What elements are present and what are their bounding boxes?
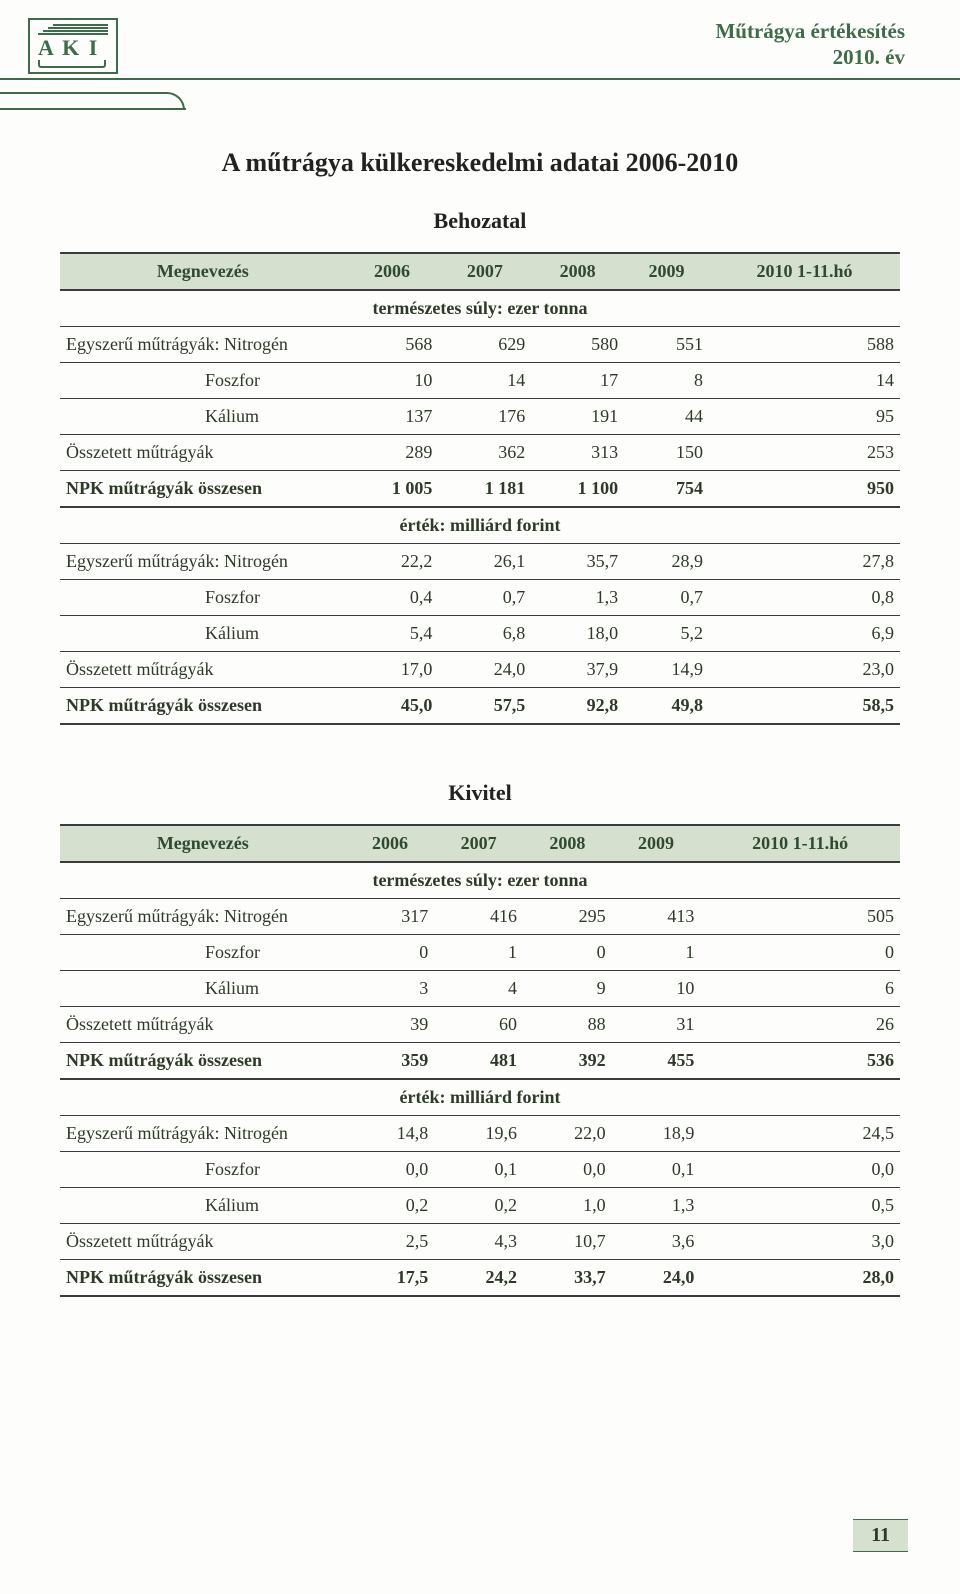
table-row-total: NPK műtrágyák összesen 1 005 1 181 1 100… xyxy=(60,471,900,508)
page-number-container: 11 xyxy=(853,1519,908,1552)
table-row: Kálium 137 176 191 44 95 xyxy=(60,399,900,435)
import-table: Megnevezés 2006 2007 2008 2009 2010 1-11… xyxy=(60,252,900,725)
header-rule xyxy=(0,78,960,80)
export-title: Kivitel xyxy=(60,780,900,806)
table-row: Egyszerű műtrágyák: Nitrogén 22,2 26,1 3… xyxy=(60,544,900,580)
col-2006: 2006 xyxy=(346,825,435,862)
col-2006: 2006 xyxy=(346,253,439,290)
table-header-row: Megnevezés 2006 2007 2008 2009 2010 1-11… xyxy=(60,825,900,862)
col-name: Megnevezés xyxy=(60,825,346,862)
header-rule-corner xyxy=(0,92,185,110)
header-title-line1: Műtrágya értékesítés xyxy=(715,18,905,44)
logo-text: A K I xyxy=(38,37,108,59)
col-2010: 2010 1-11.hó xyxy=(700,825,900,862)
import-title: Behozatal xyxy=(60,208,900,234)
main-title: A műtrágya külkereskedelmi adatai 2006-2… xyxy=(60,148,900,178)
table-row: Foszfor 10 14 17 8 14 xyxy=(60,363,900,399)
table-row: Foszfor 0,0 0,1 0,0 0,1 0,0 xyxy=(60,1152,900,1188)
col-2010: 2010 1-11.hó xyxy=(709,253,900,290)
table-row: Összetett műtrágyák 39 60 88 31 26 xyxy=(60,1007,900,1043)
logo-book-icon xyxy=(38,60,106,68)
table-row: Foszfor 0,4 0,7 1,3 0,7 0,8 xyxy=(60,580,900,616)
col-name: Megnevezés xyxy=(60,253,346,290)
table-row: Egyszerű műtrágyák: Nitrogén 317 416 295… xyxy=(60,899,900,935)
col-2008: 2008 xyxy=(523,825,612,862)
table-header-row: Megnevezés 2006 2007 2008 2009 2010 1-11… xyxy=(60,253,900,290)
content-area: A műtrágya külkereskedelmi adatai 2006-2… xyxy=(0,120,960,1297)
subheader-value: érték: milliárd forint xyxy=(60,1079,900,1116)
subheader-weight: természetes súly: ezer tonna xyxy=(60,290,900,327)
logo-decor-lines xyxy=(38,24,108,35)
table-row: Kálium 0,2 0,2 1,0 1,3 0,5 xyxy=(60,1188,900,1224)
table-row-total: NPK műtrágyák összesen 17,5 24,2 33,7 24… xyxy=(60,1260,900,1297)
page-number: 11 xyxy=(853,1519,908,1552)
document-page: A K I Műtrágya értékesítés 2010. év A mű… xyxy=(0,0,960,1594)
table-row: Összetett műtrágyák 2,5 4,3 10,7 3,6 3,0 xyxy=(60,1224,900,1260)
col-2009: 2009 xyxy=(624,253,709,290)
table-row: Foszfor 0 1 0 1 0 xyxy=(60,935,900,971)
table-row-total: NPK műtrágyák összesen 359 481 392 455 5… xyxy=(60,1043,900,1080)
col-2007: 2007 xyxy=(438,253,531,290)
col-2007: 2007 xyxy=(434,825,523,862)
logo-container: A K I xyxy=(0,18,155,74)
table-row: Egyszerű műtrágyák: Nitrogén 14,8 19,6 2… xyxy=(60,1116,900,1152)
export-table: Megnevezés 2006 2007 2008 2009 2010 1-11… xyxy=(60,824,900,1297)
aki-logo: A K I xyxy=(28,18,118,74)
col-2009: 2009 xyxy=(612,825,701,862)
table-row: Kálium 3 4 9 10 6 xyxy=(60,971,900,1007)
subheader-value: érték: milliárd forint xyxy=(60,507,900,544)
subheader-weight: természetes súly: ezer tonna xyxy=(60,862,900,899)
table-row: Összetett műtrágyák 17,0 24,0 37,9 14,9 … xyxy=(60,652,900,688)
header-title-line2: 2010. év xyxy=(715,44,905,70)
page-header: A K I Műtrágya értékesítés 2010. év xyxy=(0,0,960,120)
col-2008: 2008 xyxy=(531,253,624,290)
table-row: Egyszerű műtrágyák: Nitrogén 568 629 580… xyxy=(60,327,900,363)
header-title: Műtrágya értékesítés 2010. év xyxy=(715,18,905,71)
table-row-total: NPK műtrágyák összesen 45,0 57,5 92,8 49… xyxy=(60,688,900,725)
table-row: Kálium 5,4 6,8 18,0 5,2 6,9 xyxy=(60,616,900,652)
table-row: Összetett műtrágyák 289 362 313 150 253 xyxy=(60,435,900,471)
